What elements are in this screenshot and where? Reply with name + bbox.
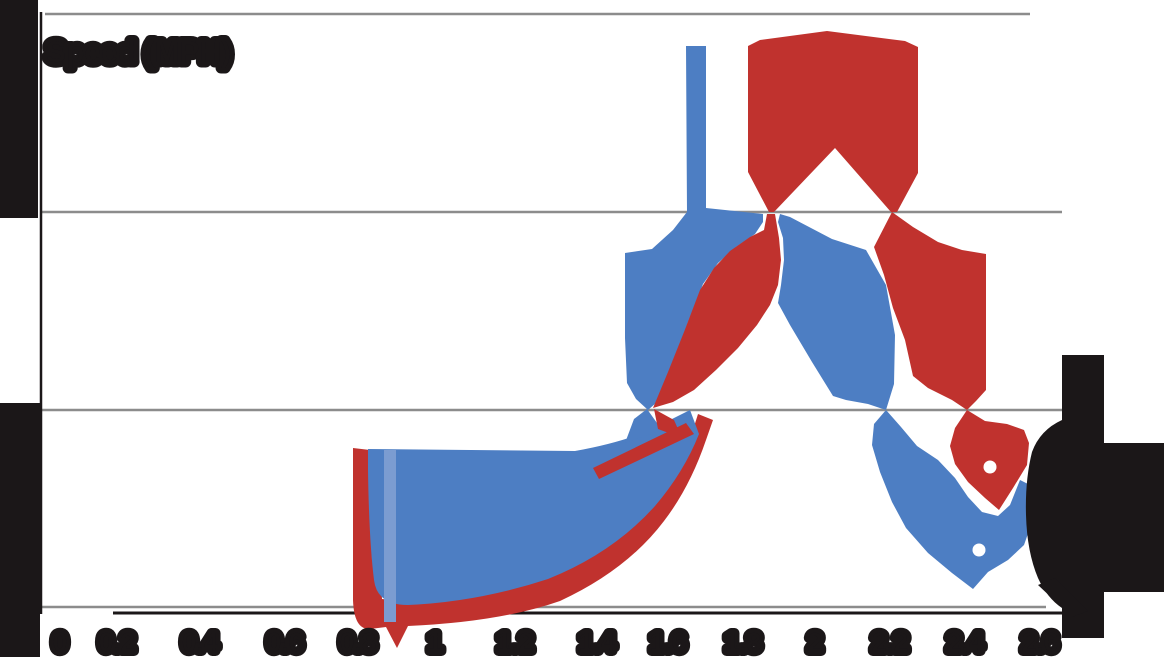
blue-trace-mid-band — [778, 214, 895, 410]
x-tick-labels: 0 0.2 0.4 0.6 0.8 1 1.2 1.4 1.6 1.8 2 2.2 2.4 2.6 — [48, 622, 1063, 657]
x-tick-label: 2 — [808, 627, 822, 657]
x-tick-label: 2.2 — [872, 627, 908, 657]
x-tick-label: 1.6 — [650, 627, 686, 657]
right-annotation-blob — [1025, 355, 1164, 638]
x-tick-label: 1 — [428, 627, 442, 657]
y-tick-blob-top — [0, 0, 38, 218]
x-tick-label: 1.4 — [579, 627, 616, 657]
x-tick-label: 2.6 — [1022, 627, 1058, 657]
blue-trace-end-blob — [872, 410, 1032, 589]
right-annotation-bulge — [1025, 420, 1062, 608]
red-trace-top-m — [748, 31, 918, 212]
endpoint-marker-blue — [972, 543, 986, 557]
x-tick-label: 0.6 — [267, 627, 303, 657]
x-tick-label: 1.2 — [497, 627, 533, 657]
blue-cross-wedge — [625, 409, 662, 443]
gridlines — [42, 12, 1062, 609]
x-tick-label: 0.2 — [99, 627, 135, 657]
red-trace-right-band — [874, 212, 986, 410]
right-annotation-box — [1104, 443, 1164, 592]
endpoint-marker-red — [983, 460, 997, 474]
red-trace-end-blob — [950, 410, 1029, 510]
x-tick-label: 1.8 — [725, 627, 761, 657]
x-tick-label: 0.4 — [182, 627, 219, 657]
red-trace-crescent — [653, 214, 781, 408]
right-annotation-arm — [1038, 578, 1088, 617]
red-cross-strip — [593, 423, 694, 479]
x-tick-label: 2.4 — [947, 627, 984, 657]
x-tick-label: 0 — [53, 627, 67, 657]
red-trace-bottom-rim — [353, 414, 713, 648]
y-tick-blob-bottom — [0, 403, 40, 657]
x-tick-label: 0.8 — [340, 627, 376, 657]
cursor-stripe — [384, 450, 396, 622]
right-annotation-column — [1062, 355, 1104, 638]
chart-title-blob: Speed (MPH) — [46, 36, 231, 69]
blue-trace-spike-and-left — [625, 46, 763, 410]
